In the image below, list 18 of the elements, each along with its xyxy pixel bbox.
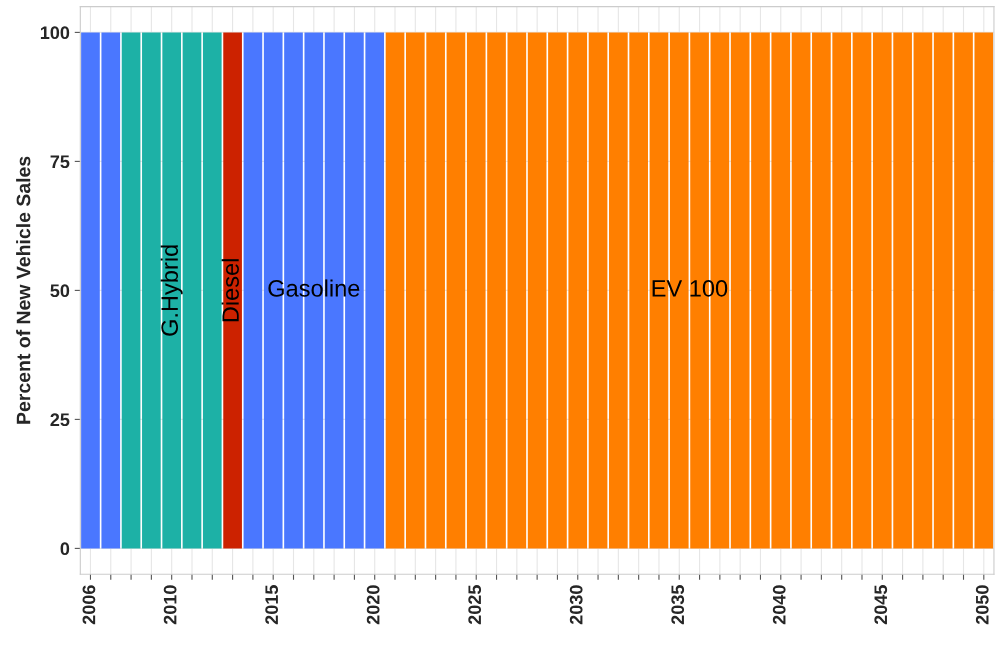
x-tick-label: 2006 [82, 585, 96, 625]
x-tick-label: 2015 [265, 585, 279, 625]
x-tick-label: 2040 [772, 585, 786, 625]
y-tick-label: 0 [60, 542, 70, 556]
y-tick-label: 25 [50, 413, 70, 427]
x-tick-label: 2020 [366, 585, 380, 625]
y-tick-label: 100 [40, 26, 70, 40]
x-tick-label: 2045 [874, 585, 888, 625]
x-tick-label: 2035 [671, 585, 685, 625]
series-label: G.Hybrid [160, 245, 183, 336]
series-label: Diesel [221, 259, 239, 322]
y-axis-title: Percent of New Vehicle Sales [16, 156, 31, 424]
x-tick-label: 2030 [569, 585, 583, 625]
x-tick-label: 2025 [468, 585, 482, 625]
x-tick-label: 2010 [163, 585, 177, 625]
x-tick-label: 2050 [975, 585, 989, 625]
y-tick-label: 75 [50, 155, 70, 169]
y-tick-label: 50 [50, 284, 70, 298]
